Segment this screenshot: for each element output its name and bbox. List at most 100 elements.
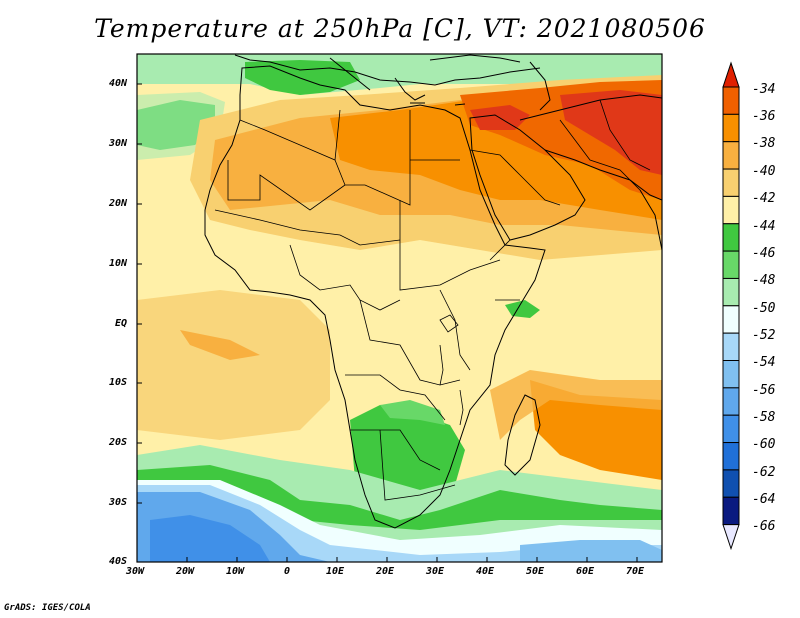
- colorbar-swatch: [722, 250, 740, 279]
- lon-label-30w: 30W: [126, 566, 145, 577]
- africa-coast: [204, 65, 546, 529]
- border-2: [334, 159, 411, 206]
- border-11: [350, 429, 441, 471]
- lat-label-30s: 30S: [109, 497, 128, 508]
- colorbar-swatch: [722, 469, 740, 498]
- greece-coast: [394, 77, 426, 101]
- border-13: [489, 239, 520, 301]
- country-borders: [214, 99, 651, 501]
- border-9: [439, 289, 471, 371]
- colorbar-swatch: [722, 360, 740, 389]
- plot-frame: [136, 53, 663, 563]
- field-south-green: [137, 465, 662, 530]
- field-south-dblue2: [520, 540, 662, 562]
- colorbar-swatch: [722, 277, 740, 307]
- border-7: [289, 244, 401, 311]
- colorbar-label: -60: [752, 437, 776, 452]
- colorbar-swatch: [722, 86, 740, 115]
- border-8: [359, 299, 461, 386]
- field-ea-green: [505, 300, 540, 318]
- field-sa-pale: [380, 400, 445, 425]
- footer-credit: GrADS: IGES/COLA: [4, 603, 91, 613]
- lon-label-30e: 30E: [426, 566, 445, 577]
- lat-label-40n: 40N: [109, 78, 128, 89]
- lat-label-20s: 20S: [109, 437, 128, 448]
- lake-victoria: [439, 314, 459, 333]
- colorbar-swatch: [722, 195, 740, 225]
- border-4: [227, 160, 346, 211]
- colorbar-top-arrow: [722, 61, 740, 88]
- border-16: [599, 99, 651, 171]
- colorbar-swatch: [722, 168, 740, 197]
- india-coast: [639, 189, 662, 251]
- colorbar-label: -56: [752, 383, 776, 398]
- border-12: [379, 429, 456, 501]
- border-14: [469, 149, 561, 206]
- colorbar-label: -50: [752, 301, 776, 316]
- border-15: [559, 119, 641, 191]
- lon-label-70e: 70E: [626, 566, 645, 577]
- lat-label-30n: 30N: [109, 138, 128, 149]
- lon-label-0: 0: [284, 566, 291, 577]
- lon-label-20w: 20W: [176, 566, 195, 577]
- contour-field: [137, 54, 662, 562]
- lon-label-40e: 40E: [476, 566, 495, 577]
- coastlines: [204, 54, 662, 529]
- colorbar-swatch: [722, 141, 740, 170]
- black-sea: [429, 54, 521, 63]
- colorbar-label: -48: [752, 273, 776, 288]
- field-west-lorange: [180, 330, 260, 360]
- gulf-coast: [544, 149, 662, 201]
- lat-label-10n: 10N: [109, 258, 128, 269]
- italy-coast: [329, 57, 371, 91]
- field-south-lorange: [490, 370, 662, 440]
- border-10: [345, 374, 446, 421]
- field-med-green: [245, 60, 360, 95]
- lake-malawi: [459, 389, 464, 426]
- colorbar-label: -40: [752, 164, 776, 179]
- axis-ticks: [137, 83, 638, 562]
- border-6: [399, 200, 501, 291]
- lon-label-20e: 20E: [376, 566, 395, 577]
- lon-label-50e: 50E: [526, 566, 545, 577]
- madagascar-coast: [504, 394, 541, 476]
- colorbar-label: -58: [752, 410, 776, 425]
- border-3: [409, 110, 460, 161]
- caspian: [529, 61, 551, 111]
- colorbar-bottom-arrow: [722, 524, 740, 551]
- field-south-dblue: [150, 515, 270, 562]
- lon-label-10e: 10E: [326, 566, 345, 577]
- colorbar-label: -66: [752, 519, 776, 534]
- colorbar-swatch: [722, 387, 740, 416]
- lon-label-10w: 10W: [226, 566, 245, 577]
- colorbar-swatch: [722, 113, 740, 143]
- colorbar-label: -46: [752, 246, 776, 261]
- border-1: [239, 109, 341, 161]
- lat-label-40s: 40S: [109, 556, 128, 567]
- colorbar-label: -62: [752, 465, 776, 480]
- lat-label-eq: EQ: [115, 318, 128, 329]
- colorbar-label: -54: [752, 355, 776, 370]
- colorbar-label: -52: [752, 328, 776, 343]
- colorbar-label: -38: [752, 136, 776, 151]
- border-5: [214, 209, 401, 246]
- lat-label-10s: 10S: [109, 377, 128, 388]
- lat-label-20n: 20N: [109, 198, 128, 209]
- colorbar-swatch: [722, 414, 740, 444]
- colorbar-label: -44: [752, 219, 776, 234]
- field-west-yellow: [137, 290, 330, 440]
- arabia-coast: [469, 114, 586, 241]
- europe-coast: [234, 54, 541, 86]
- colorbar-swatch: [722, 332, 740, 361]
- colorbar-label: -42: [752, 191, 776, 206]
- map-title: Temperature at 250hPa [C], VT: 202108050…: [94, 14, 706, 43]
- field-veryhot-core: [560, 90, 662, 175]
- colorbar-swatch: [722, 223, 740, 252]
- cyprus: [454, 103, 466, 106]
- colorbar-label: -64: [752, 492, 776, 507]
- colorbar-label: -36: [752, 109, 776, 124]
- lake-tanganyika: [439, 344, 444, 386]
- colorbar-swatch: [722, 305, 740, 334]
- colorbar: [722, 61, 740, 551]
